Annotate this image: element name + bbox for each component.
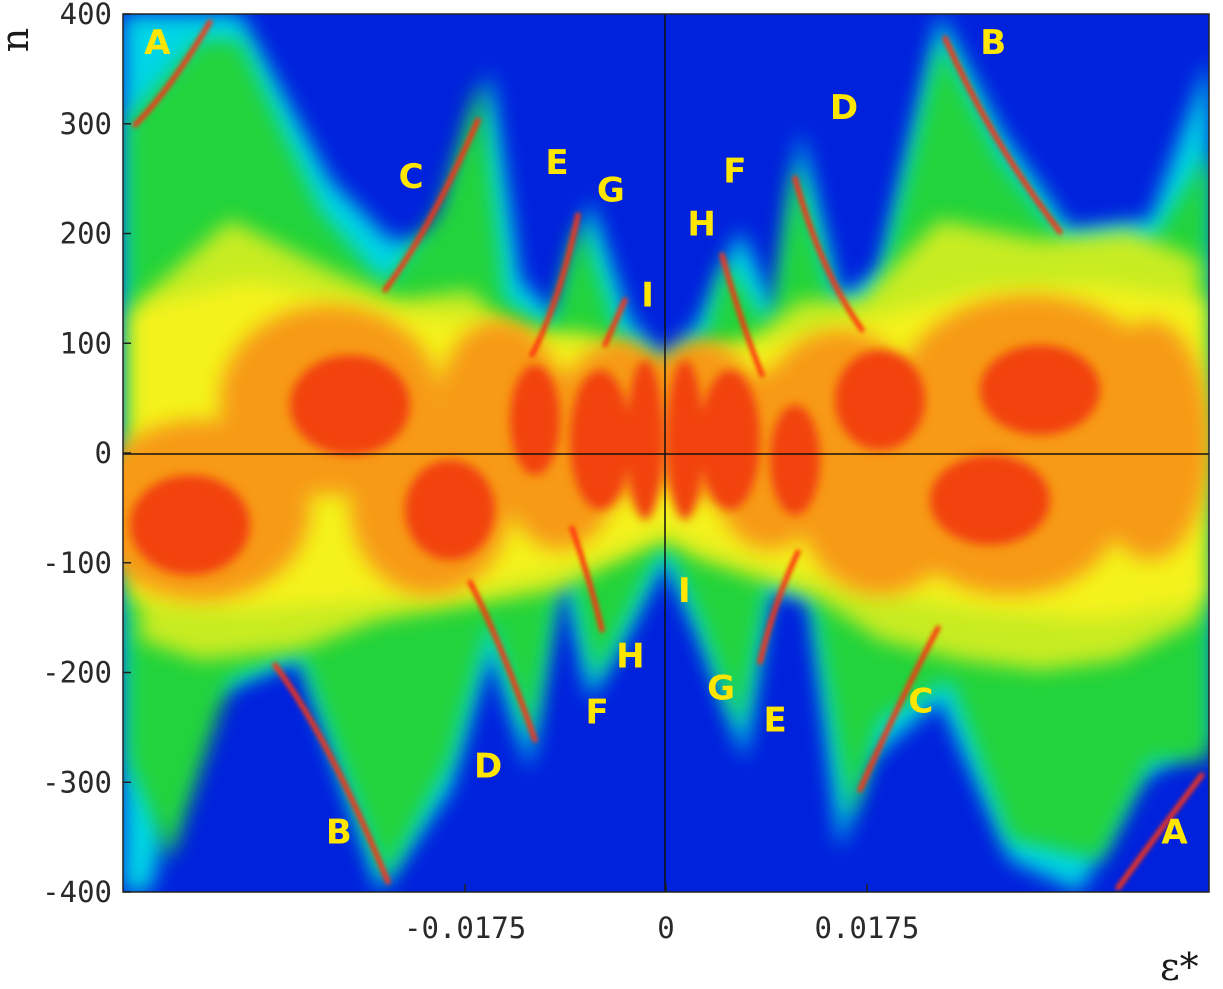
y-tick-label: 200 [60, 217, 112, 251]
annotation-label: F [723, 152, 746, 192]
annotation-label: H [616, 637, 644, 677]
x-tick-label: 0 [657, 911, 674, 945]
y-axis-ticks: 400 300 200 100 0 -100 -200 -300 -400 [42, 0, 131, 909]
x-axis-ticks: -0.0175 0 0.0175 [404, 884, 919, 945]
y-tick-label: -200 [42, 656, 112, 690]
annotation-label: D [474, 746, 502, 786]
annotation-label: I [678, 571, 691, 611]
annotation-label: G [597, 170, 625, 210]
y-tick-label: -100 [42, 546, 112, 580]
heatmap-ridges [132, 19, 1205, 891]
heatmap-core-red [130, 345, 1100, 575]
annotation-label: A [144, 23, 171, 63]
y-tick-label: 100 [60, 326, 112, 360]
annotation-label: G [707, 669, 735, 709]
annotation-label: B [980, 23, 1006, 63]
x-axis-label: ε* [1160, 945, 1199, 989]
annotation-label: H [687, 204, 715, 244]
y-tick-label: 0 [95, 436, 112, 470]
annotation-label: I [641, 276, 654, 316]
heatmap-density [123, 14, 1209, 892]
x-tick-label: 0.0175 [815, 911, 920, 945]
annotation-label: E [763, 700, 786, 740]
annotation-label: F [586, 693, 609, 733]
annotation-label: C [399, 157, 424, 197]
annotation-label: C [908, 682, 933, 722]
y-tick-label: 400 [60, 0, 112, 31]
y-tick-label: -300 [42, 765, 112, 799]
annotation-label: A [1161, 812, 1188, 852]
annotation-label: D [830, 88, 858, 128]
plot-area [122, 13, 1210, 893]
annotation-label: B [326, 812, 352, 852]
y-tick-label: -400 [42, 875, 112, 909]
annotation-label: E [545, 143, 568, 183]
x-tick-label: -0.0175 [404, 911, 526, 945]
y-axis-label: n [0, 28, 37, 52]
y-tick-label: 300 [60, 107, 112, 141]
